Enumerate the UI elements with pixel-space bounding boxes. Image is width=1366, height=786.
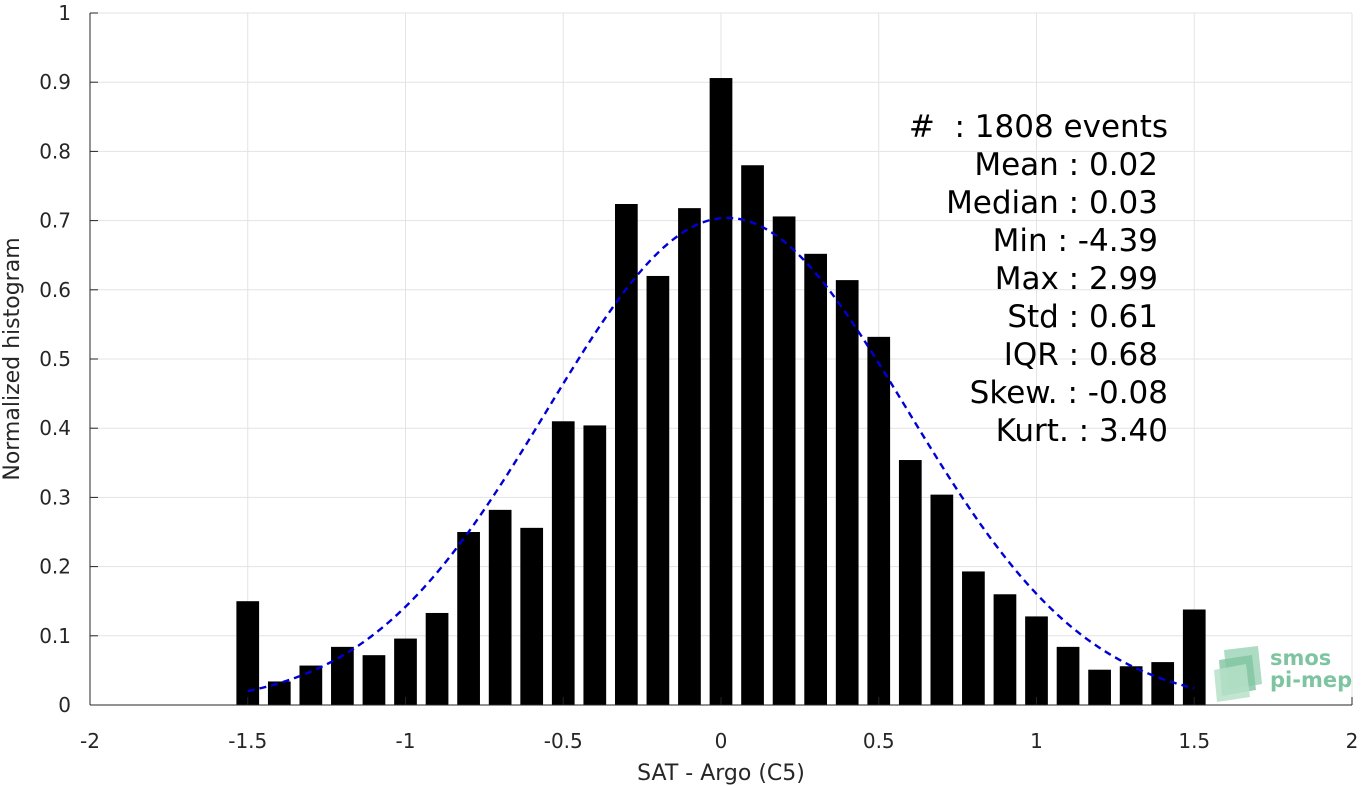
stats-iqr: IQR : 0.68 (1004, 337, 1158, 373)
histogram-bar-29 (1151, 662, 1175, 705)
x-tick-label-0: -2 (80, 729, 100, 753)
histogram-bar-9 (520, 527, 544, 705)
histogram-bar-12 (614, 203, 638, 705)
histogram-bar-16 (741, 165, 764, 706)
stats-events: # : 1808 events (909, 109, 1168, 145)
histogram-bar-23 (962, 571, 985, 705)
histogram-bar-2 (299, 665, 323, 705)
stats-min: Min : -4.39 (993, 223, 1158, 259)
stats-std: Std : 0.61 (1007, 299, 1158, 335)
histogram-bars (236, 78, 1206, 706)
y-tick-label-1: 0.1 (39, 624, 71, 648)
x-tick-label-8: 2 (1346, 729, 1359, 753)
histogram-bar-20 (867, 336, 891, 705)
histogram-bar-26 (1056, 646, 1080, 705)
logo-text-pimep: pi-mep (1270, 668, 1352, 692)
gaussian-fit-curve (247, 216, 1195, 693)
logo-mark-icon (1214, 646, 1262, 702)
x-tick-label-5: 0.5 (863, 729, 895, 753)
histogram-bar-19 (835, 280, 859, 705)
y-tick-label-3: 0.3 (39, 485, 71, 509)
histogram-bar-13 (646, 275, 670, 705)
histogram-bar-10 (551, 421, 575, 705)
y-tick-label-8: 0.8 (39, 139, 71, 163)
stats-median: Median : 0.03 (946, 185, 1158, 221)
y-tick-label-6: 0.6 (39, 278, 71, 302)
y-tick-label-5: 0.5 (39, 347, 71, 371)
histogram-bar-18 (804, 253, 828, 706)
x-tick-label-6: 1 (1030, 729, 1043, 753)
histogram-bar-5 (394, 638, 417, 705)
y-tick-label-0: 0 (58, 693, 71, 717)
stats-mean: Mean : 0.02 (974, 147, 1158, 183)
x-tick-label-4: 0 (715, 729, 728, 753)
histogram-bar-1 (267, 681, 291, 705)
histogram-bar-15 (709, 78, 733, 706)
axes (89, 12, 1353, 706)
y-tick-label-2: 0.2 (39, 555, 71, 579)
histogram-bar-17 (772, 216, 796, 705)
histogram-bar-30 (1182, 609, 1206, 705)
smos-pimep-logo: smos pi-mep (1214, 646, 1352, 702)
stats-kurt: Kurt. : 3.40 (996, 413, 1168, 449)
x-tick-label-3: -0.5 (544, 729, 583, 753)
y-axis-label: Normalized histogram (0, 237, 25, 480)
histogram-bar-22 (930, 494, 954, 705)
histogram-bar-27 (1088, 669, 1111, 705)
histogram-bar-28 (1119, 666, 1143, 705)
histogram-bar-25 (1025, 616, 1048, 705)
histogram-bar-3 (331, 646, 354, 705)
histogram-bar-4 (362, 655, 386, 705)
histogram-bar-14 (678, 208, 701, 706)
histogram-bar-0 (236, 601, 260, 705)
x-axis-label: SAT - Argo (C5) (637, 761, 805, 786)
x-tick-label-7: 1.5 (1178, 729, 1210, 753)
y-tick-label-10: 1 (58, 1, 71, 25)
histogram-bar-24 (993, 594, 1017, 705)
y-tick-label-7: 0.7 (39, 209, 71, 233)
histogram-bar-11 (583, 425, 607, 705)
x-tick-label-2: -1 (396, 729, 416, 753)
histogram-bar-21 (898, 460, 922, 705)
x-tick-label-1: -1.5 (228, 729, 267, 753)
histogram-bar-6 (425, 612, 449, 705)
stats-max: Max : 2.99 (995, 261, 1158, 297)
histogram-bar-7 (457, 532, 480, 705)
stats-skew: Skew. : -0.08 (970, 375, 1168, 411)
histogram-bar-8 (488, 509, 512, 705)
tick-labels: -2 -1.5 -1 -0.5 0 0.5 1 1.5 2 0 0.1 0.2 0.3 0.4 0.5 0.6… (39, 1, 1358, 753)
y-tick-label-4: 0.4 (39, 416, 71, 440)
logo-text-smos: smos (1270, 646, 1331, 670)
y-tick-label-9: 0.9 (39, 70, 71, 94)
stats-annotation: # : 1808 events Mean : 0.02 Median : 0.0… (909, 109, 1168, 449)
